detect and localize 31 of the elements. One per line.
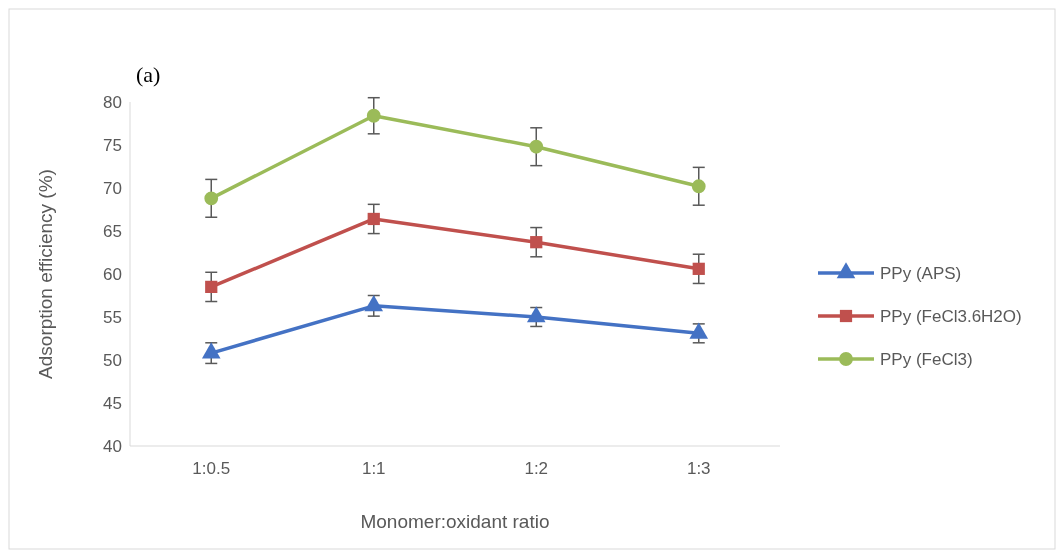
point (689, 322, 709, 339)
text: (a) (136, 62, 161, 87)
x-axis-title: Monomer:oxidant ratio (360, 511, 550, 532)
legend-label: PPy (FeCl3.6H2O) (880, 306, 1022, 326)
y-tick-label: 80 (103, 92, 122, 112)
point (530, 236, 543, 249)
point (364, 295, 384, 312)
x-tick-label: 1:2 (524, 459, 549, 478)
y-tick-label: 70 (103, 178, 122, 198)
point (366, 108, 381, 123)
y-tick-label: 45 (103, 393, 122, 413)
legend-label: PPy (APS) (880, 263, 962, 283)
y-axis-title: Adsorption efficiency (%) (35, 169, 56, 379)
y-tick-label: 55 (103, 307, 122, 327)
point (201, 342, 221, 359)
y-tick-label: 75 (103, 135, 122, 155)
point (205, 280, 218, 294)
y-tick-label: 60 (103, 264, 122, 284)
y-tick-label: 40 (103, 436, 122, 456)
legend-label: PPy (FeCl3) (880, 349, 973, 369)
point (692, 262, 705, 275)
point (526, 306, 546, 323)
point (367, 212, 380, 226)
y-tick-label: 50 (103, 350, 122, 370)
x-tick-label: 1:3 (686, 459, 711, 478)
x-tick-label: 1:0.5 (192, 459, 231, 478)
point (691, 179, 706, 194)
y-tick-label: 65 (103, 221, 122, 241)
point (204, 191, 219, 206)
point (529, 139, 544, 154)
x-tick-label: 1:1 (361, 459, 386, 478)
